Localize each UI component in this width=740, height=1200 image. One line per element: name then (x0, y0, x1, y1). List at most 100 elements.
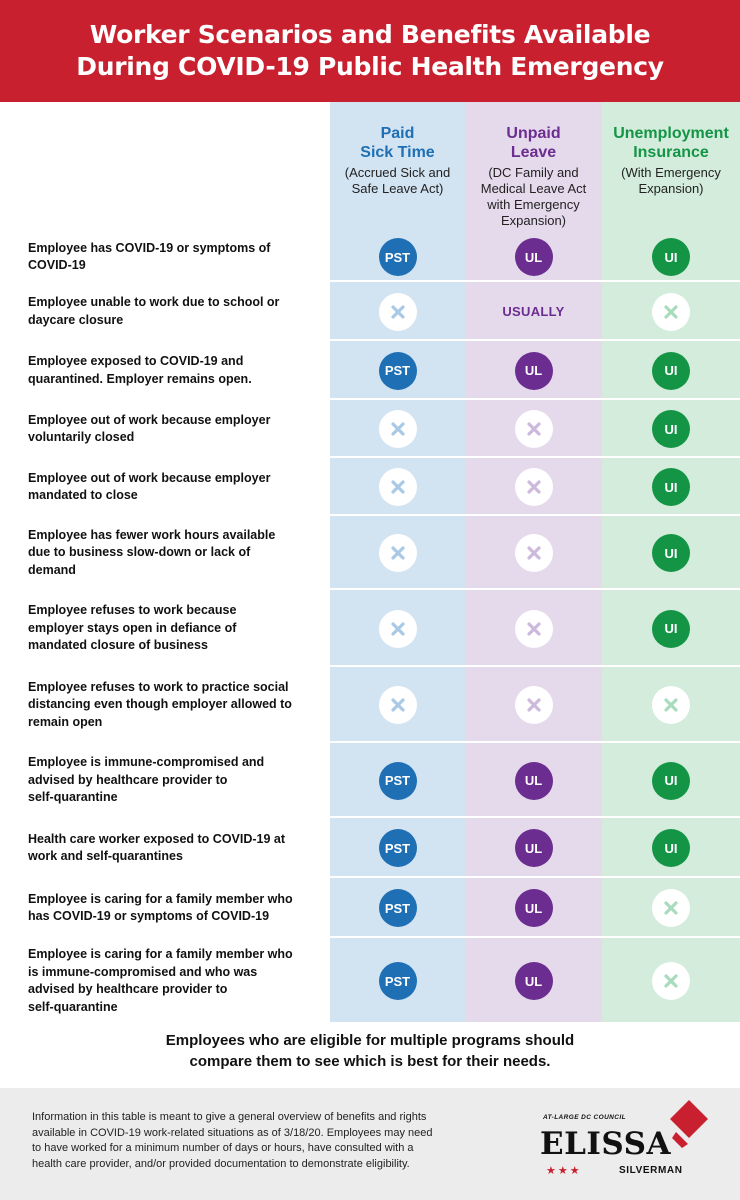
disclaimer-line: Information in this table is meant to gi… (32, 1111, 427, 1123)
cell-paid-sick-time: PST (330, 878, 465, 938)
scenario-label: Employee exposed to COVID-19 and quaranti… (28, 341, 328, 400)
disclaimer: Information in this table is meant to gi… (32, 1110, 507, 1172)
column-title-line-1: Paid (380, 125, 415, 142)
pst-badge: PST (378, 238, 417, 276)
column-subtitle-line: (DC Family and (488, 165, 579, 180)
logo-kicker: AT-LARGE DC COUNCIL (543, 1114, 626, 1121)
ui-badge: UI (652, 351, 690, 390)
column-header-paid-sick-time: Paid Sick Time (Accrued Sick and Safe Le… (330, 124, 465, 197)
ul-badge: UL (514, 889, 553, 927)
cell-unpaid-leave: USUALLY (465, 282, 602, 341)
cell-unemployment-insurance (602, 667, 740, 743)
footer: Information in this table is meant to gi… (0, 1088, 740, 1200)
scenario-label-line: due to business slow-down or lack of (28, 545, 251, 560)
scenario-label-line: is immune-compromised and who was (28, 964, 258, 979)
cell-unpaid-leave (465, 400, 602, 458)
row-divider (0, 816, 740, 818)
scenario-label-line: Employee has COVID-19 or symptoms of (28, 240, 271, 255)
scenario-label-line: mandated to close (28, 488, 138, 502)
ul-badge: UL (514, 238, 553, 276)
not-eligible-icon (652, 292, 690, 331)
pst-badge: PST (378, 351, 417, 390)
column-subtitle: (DC Family and Medical Leave Act with Em… (465, 165, 602, 229)
scenario-label-line: remain open (28, 714, 103, 729)
scenario-label: Employee has COVID-19 or symptoms of COVI… (28, 232, 328, 282)
scenario-label: Health care worker exposed to COVID-19 a… (28, 818, 328, 878)
cell-unemployment-insurance: UI (602, 458, 740, 516)
table-row: Health care worker exposed to COVID-19 a… (0, 818, 740, 878)
not-eligible-icon (378, 292, 417, 331)
usually-eligible-label: USUALLY (502, 304, 565, 319)
scenario-label-line: COVID-19 (28, 258, 86, 272)
scenario-label-line: demand (28, 562, 76, 577)
cell-unemployment-insurance: UI (602, 341, 740, 400)
scenario-label-line: daycare closure (28, 312, 124, 327)
cell-unemployment-insurance (602, 282, 740, 341)
column-subtitle: (With Emergency Expansion) (602, 165, 740, 197)
disclaimer-line: health care provider, and/or provided do… (32, 1157, 410, 1170)
pst-badge: PST (378, 889, 417, 927)
eligibility-note-line: compare them to see which is best for th… (189, 1053, 551, 1070)
cell-unpaid-leave: UL (465, 743, 602, 818)
scenario-label-line: Employee unable to work due to school or (28, 295, 280, 309)
row-divider (0, 514, 740, 516)
scenario-label: Employee is caring for a family member w… (28, 938, 328, 1024)
scenario-label-line: voluntarily closed (28, 430, 135, 444)
scenario-label-line: Employee out of work because employer (28, 412, 271, 427)
cell-unpaid-leave (465, 516, 602, 590)
not-eligible-icon (514, 534, 553, 572)
table-row: Employee is caring for a family member w… (0, 938, 740, 1024)
pst-badge: PST (378, 829, 417, 867)
dc-flag-icon (670, 1100, 708, 1148)
scenario-label-line: Employee has fewer work hours available (28, 527, 276, 542)
not-eligible-icon (514, 468, 553, 506)
ul-badge: UL (514, 962, 553, 1000)
table-row: Employee out of work because employer man… (0, 458, 740, 516)
logo-stars: ★★★ (546, 1165, 582, 1177)
scenario-label: Employee is immune-compromised and advise… (28, 743, 328, 818)
row-divider (0, 280, 740, 282)
scenario-label-line: Employee exposed to COVID-19 and (28, 354, 244, 368)
cell-unpaid-leave (465, 667, 602, 743)
cell-unpaid-leave: UL (465, 341, 602, 400)
not-eligible-icon (652, 686, 690, 724)
ui-badge: UI (652, 829, 690, 867)
ui-badge: UI (652, 238, 690, 276)
table-row: Employee has fewer work hours available d… (0, 516, 740, 590)
disclaimer-line: to have worked for a minimum number of d… (32, 1142, 414, 1154)
table-row: Employee refuses to work because employer… (0, 590, 740, 667)
cell-unpaid-leave: UL (465, 938, 602, 1024)
cell-paid-sick-time: PST (330, 341, 465, 400)
not-eligible-icon (378, 609, 417, 648)
cell-paid-sick-time (330, 458, 465, 516)
not-eligible-icon (514, 686, 553, 724)
row-divider (0, 588, 740, 590)
scenario-label-line: Employee is caring for a family member w… (28, 947, 293, 961)
not-eligible-icon (652, 889, 690, 927)
not-eligible-icon (514, 609, 553, 648)
table-row: Employee has COVID-19 or symptoms of COVI… (0, 232, 740, 282)
column-title-line-1: Unpaid (506, 125, 561, 142)
column-title-line-2: Sick Time (360, 144, 435, 161)
column-header-unpaid-leave: Unpaid Leave (DC Family and Medical Leav… (465, 124, 602, 229)
column-subtitle-line: (Accrued Sick and (344, 165, 451, 180)
scenario-label: Employee has fewer work hours available d… (28, 516, 328, 590)
scenario-label-line: distancing even though employer allowed … (28, 697, 292, 712)
disclaimer-line: available in COVID-19 work-related situa… (32, 1126, 433, 1139)
row-divider (0, 936, 740, 938)
ul-badge: UL (514, 761, 553, 800)
not-eligible-icon (378, 410, 417, 448)
scenario-label: Employee out of work because employer vol… (28, 400, 328, 458)
scenario-label-line: Employee is caring for a family member w… (28, 891, 293, 906)
column-title-line-1: Unemployment (613, 125, 729, 142)
scenario-label-line: Employee refuses to work to practice soc… (28, 679, 289, 694)
scenario-label-line: quarantined. Employer remains open. (28, 371, 252, 386)
cell-unemployment-insurance: UI (602, 232, 740, 282)
row-divider (0, 665, 740, 667)
scenario-label-line: Employee refuses to work because (28, 603, 237, 618)
cell-unemployment-insurance: UI (602, 400, 740, 458)
row-divider (0, 876, 740, 878)
scenario-label-line: has COVID-19 or symptoms of COVID-19 (28, 909, 270, 923)
column-subtitle-line: (With Emergency (621, 165, 721, 180)
cell-unpaid-leave (465, 590, 602, 667)
